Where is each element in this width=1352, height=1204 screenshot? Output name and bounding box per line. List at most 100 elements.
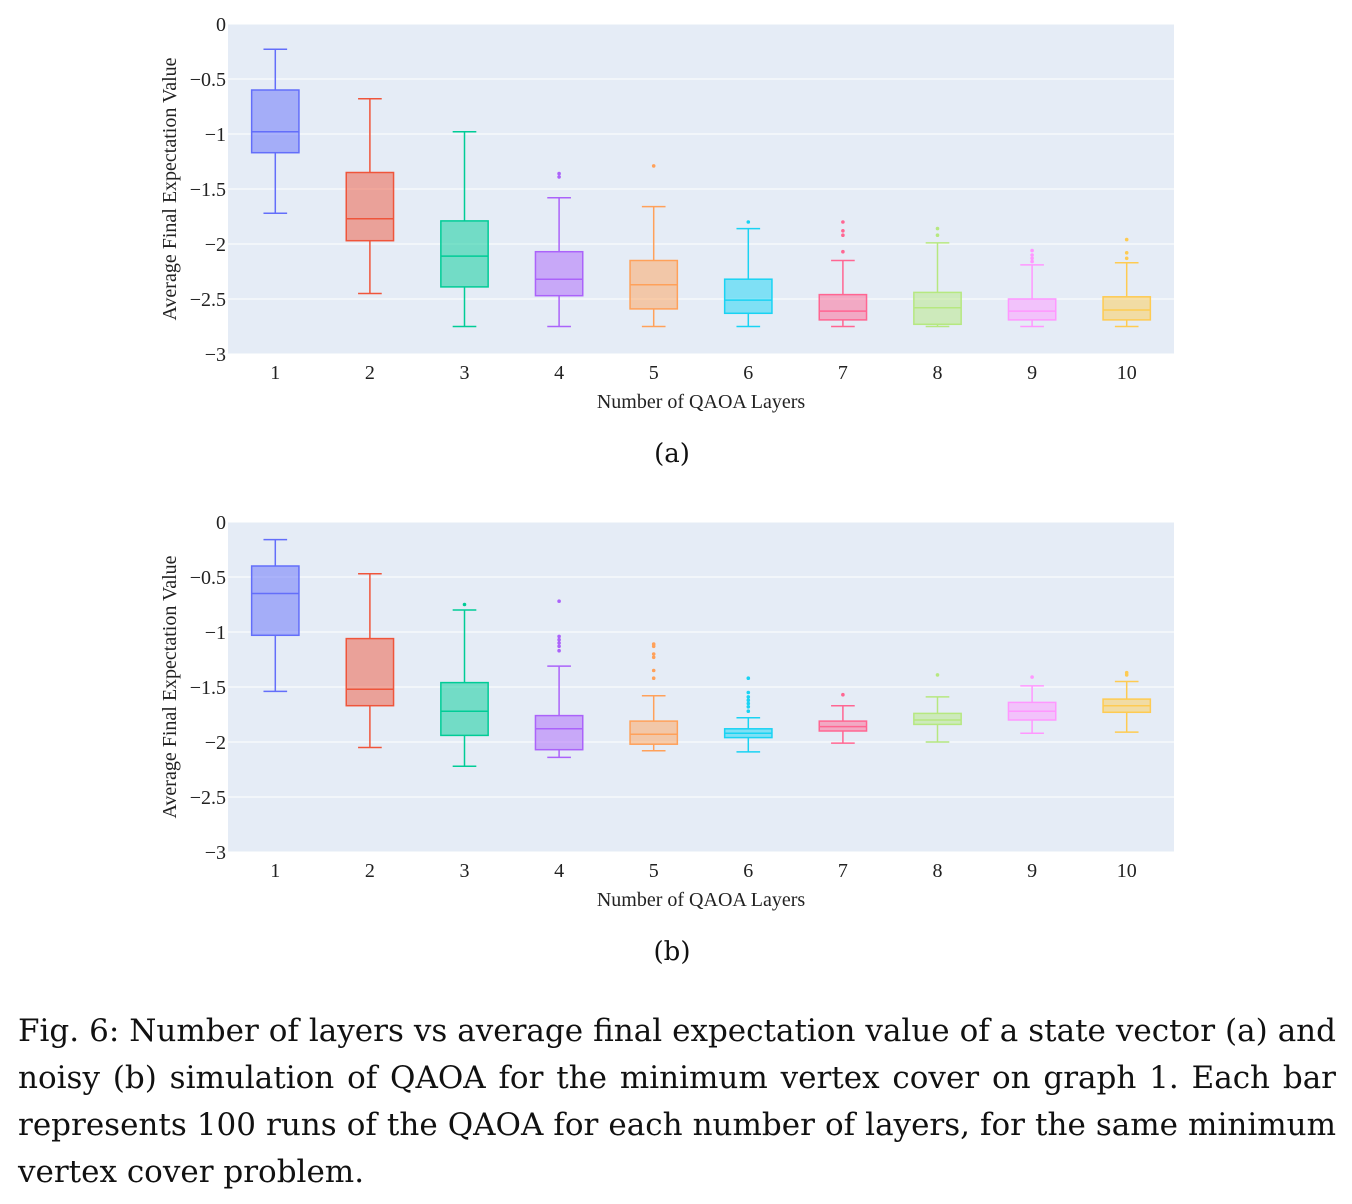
y-tick-label: −0.5 — [190, 69, 226, 91]
outlier-point — [746, 698, 751, 702]
box-iqr — [345, 171, 395, 242]
box-iqr — [629, 720, 679, 745]
y-axis-title: Average Final Expectation Value — [159, 57, 181, 320]
x-tick-label: 8 — [933, 362, 943, 384]
box-series — [534, 171, 584, 328]
box-series — [913, 226, 962, 328]
subcaption: (a) — [654, 439, 690, 469]
x-axis-title: Number of QAOA Layers — [597, 889, 805, 911]
outlier-point — [557, 634, 561, 639]
boxplot-chart-b: 0 −0.5 −1 −1.5 −2 −2.5 −3 1 2 3 4 5 6 7 8 9 10 Number of … — [159, 512, 1174, 967]
outlier-point — [557, 644, 561, 649]
box-iqr — [345, 637, 395, 707]
outlier-point — [841, 249, 845, 254]
x-tick-label: 1 — [270, 362, 280, 384]
outlier-point — [651, 164, 656, 168]
outlier-point — [746, 709, 751, 713]
x-tick-label: 7 — [838, 362, 848, 384]
box-iqr — [534, 250, 584, 297]
x-tick-label: 2 — [365, 362, 375, 384]
box-series — [440, 602, 489, 767]
x-tick-label: 8 — [933, 860, 943, 882]
box-series — [534, 599, 584, 759]
outlier-point — [1124, 256, 1129, 261]
outlier-point — [935, 233, 940, 237]
y-tick-label: −3 — [205, 842, 226, 864]
outlier-point — [1030, 259, 1034, 264]
box-series — [913, 673, 962, 743]
outlier-point — [746, 695, 751, 699]
box-iqr — [1007, 298, 1057, 321]
outlier-point — [841, 692, 845, 697]
outlier-point — [651, 676, 656, 680]
box-series — [345, 572, 395, 749]
box-series — [1102, 670, 1152, 733]
x-tick-label: 2 — [365, 860, 375, 882]
x-tick-label: 9 — [1027, 860, 1037, 882]
outlier-point — [557, 637, 561, 642]
outlier-point — [462, 602, 467, 607]
box-series — [723, 220, 773, 328]
box-series — [250, 48, 300, 214]
outlier-point — [841, 229, 845, 233]
outlier-point — [1030, 256, 1034, 261]
y-tick-label: −1.5 — [190, 179, 226, 201]
outlier-point — [651, 655, 656, 660]
box-series — [1007, 248, 1057, 328]
box-series — [250, 538, 300, 693]
y-axis-title: Average Final Expectation Value — [159, 555, 181, 818]
outlier-point — [935, 673, 940, 677]
y-tick-label: 0 — [216, 14, 226, 36]
x-tick-label: 4 — [554, 362, 564, 384]
outlier-point — [557, 648, 561, 653]
box-iqr — [250, 89, 300, 154]
y-tick-label: −3 — [205, 344, 226, 366]
y-tick-label: −2 — [205, 732, 226, 754]
x-tick-label: 7 — [838, 860, 848, 882]
x-tick-label: 3 — [460, 860, 470, 882]
x-tick-label: 6 — [743, 860, 753, 882]
outlier-point — [746, 705, 751, 709]
box-series — [440, 131, 489, 328]
outlier-point — [841, 220, 845, 224]
y-tick-label: −0.5 — [190, 567, 226, 589]
box-iqr — [818, 293, 868, 321]
outlier-point — [1124, 237, 1129, 242]
outlier-point — [746, 220, 751, 224]
boxplot-chart-a: 0 −0.5 −1 −1.5 −2 −2.5 −3 1 2 3 4 5 6 7 8 9 10 Number of … — [159, 14, 1174, 469]
y-tick-label: −1 — [205, 124, 226, 146]
outlier-point — [1030, 248, 1034, 253]
outlier-point — [557, 171, 561, 176]
box-iqr — [1102, 296, 1152, 321]
y-tick-label: −1 — [205, 622, 226, 644]
box-series — [723, 676, 773, 753]
box-iqr — [534, 714, 584, 751]
subcaption: (b) — [654, 937, 691, 967]
outlier-point — [651, 644, 656, 649]
box-iqr — [440, 220, 489, 288]
outlier-point — [1030, 675, 1034, 679]
box-series — [629, 642, 679, 752]
y-tick-label: −2.5 — [190, 289, 226, 311]
box-series — [818, 220, 868, 328]
box-series — [818, 692, 868, 744]
outlier-point — [935, 226, 940, 231]
outlier-point — [746, 676, 751, 680]
y-tick-label: −2.5 — [190, 787, 226, 809]
x-axis-title: Number of QAOA Layers — [597, 391, 805, 413]
outlier-point — [841, 233, 845, 237]
outlier-point — [557, 599, 561, 603]
outlier-point — [746, 690, 751, 695]
outlier-point — [1124, 673, 1129, 677]
x-tick-label: 3 — [460, 362, 470, 384]
x-tick-label: 1 — [270, 860, 280, 882]
box-iqr — [723, 278, 773, 315]
outlier-point — [651, 652, 656, 656]
box-iqr — [913, 712, 962, 726]
y-tick-label: 0 — [216, 512, 226, 534]
box-series — [345, 98, 395, 295]
outlier-point — [557, 175, 561, 179]
x-tick-label: 4 — [554, 860, 564, 882]
outlier-point — [1124, 251, 1129, 255]
